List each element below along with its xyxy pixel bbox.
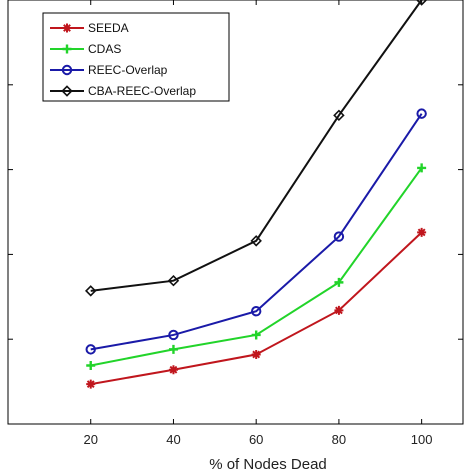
point-cdas-2 xyxy=(251,330,261,340)
point-seeda-1 xyxy=(168,365,178,375)
point-reec-overlap-1 xyxy=(168,329,179,341)
point-cba-reec-overlap-0 xyxy=(84,285,97,297)
legend-item-reec-overlap: REEC-Overlap xyxy=(50,63,168,77)
legend: SEEDA CDAS REEC-Overlap CBA-REEC-Overlap xyxy=(42,12,230,102)
legend-item-cdas: CDAS xyxy=(50,42,121,56)
legend-marker-reec-overlap xyxy=(61,64,73,76)
point-reec-overlap-3 xyxy=(333,231,345,242)
legend-label-cba-reec-overlap: CBA-REEC-Overlap xyxy=(88,84,196,98)
point-seeda-2 xyxy=(251,349,261,359)
x-tick-label-2: 60 xyxy=(249,432,263,447)
legend-item-seeda: SEEDA xyxy=(50,21,129,35)
legend-marker-seeda xyxy=(62,23,72,33)
point-cba-reec-overlap-2 xyxy=(250,235,262,247)
x-axis-label: % of Nodes Dead xyxy=(209,456,327,473)
series-reec-overlap xyxy=(85,108,427,355)
point-reec-overlap-2 xyxy=(250,306,262,317)
series-seeda xyxy=(86,227,427,389)
point-seeda-4 xyxy=(417,227,427,237)
series-group xyxy=(84,0,428,389)
series-cdas xyxy=(86,163,427,370)
point-cba-reec-overlap-1 xyxy=(167,274,180,287)
y-ticks xyxy=(8,84,463,425)
legend-label-seeda: SEEDA xyxy=(88,21,129,35)
legend-item-cba-reec-overlap: CBA-REEC-Overlap xyxy=(50,84,196,98)
x-tick-label-3: 80 xyxy=(332,432,346,447)
point-seeda-3 xyxy=(334,305,344,315)
x-tick-label-1: 40 xyxy=(166,432,180,447)
point-reec-overlap-0 xyxy=(85,344,96,355)
point-cba-reec-overlap-3 xyxy=(333,109,345,122)
series-line-reec-overlap xyxy=(90,113,423,351)
point-seeda-0 xyxy=(86,379,96,389)
point-reec-overlap-4 xyxy=(416,108,427,119)
legend-label-reec-overlap: REEC-Overlap xyxy=(88,63,168,77)
legend-marker-cdas xyxy=(62,44,72,54)
point-cdas-4 xyxy=(417,163,427,173)
point-cdas-3 xyxy=(334,277,344,287)
x-ticks: 20 40 60 80 100 xyxy=(83,0,432,447)
legend-marker-cba-reec-overlap xyxy=(61,85,73,97)
x-tick-label-4: 100 xyxy=(411,432,433,447)
x-tick-label-0: 20 xyxy=(83,432,97,447)
point-cba-reec-overlap-4 xyxy=(415,0,428,6)
series-line-cba-reec-overlap xyxy=(90,0,423,292)
point-cdas-1 xyxy=(168,344,178,354)
legend-label-cdas: CDAS xyxy=(88,42,121,56)
point-cdas-0 xyxy=(86,360,96,370)
series-cba-reec-overlap xyxy=(84,0,428,297)
